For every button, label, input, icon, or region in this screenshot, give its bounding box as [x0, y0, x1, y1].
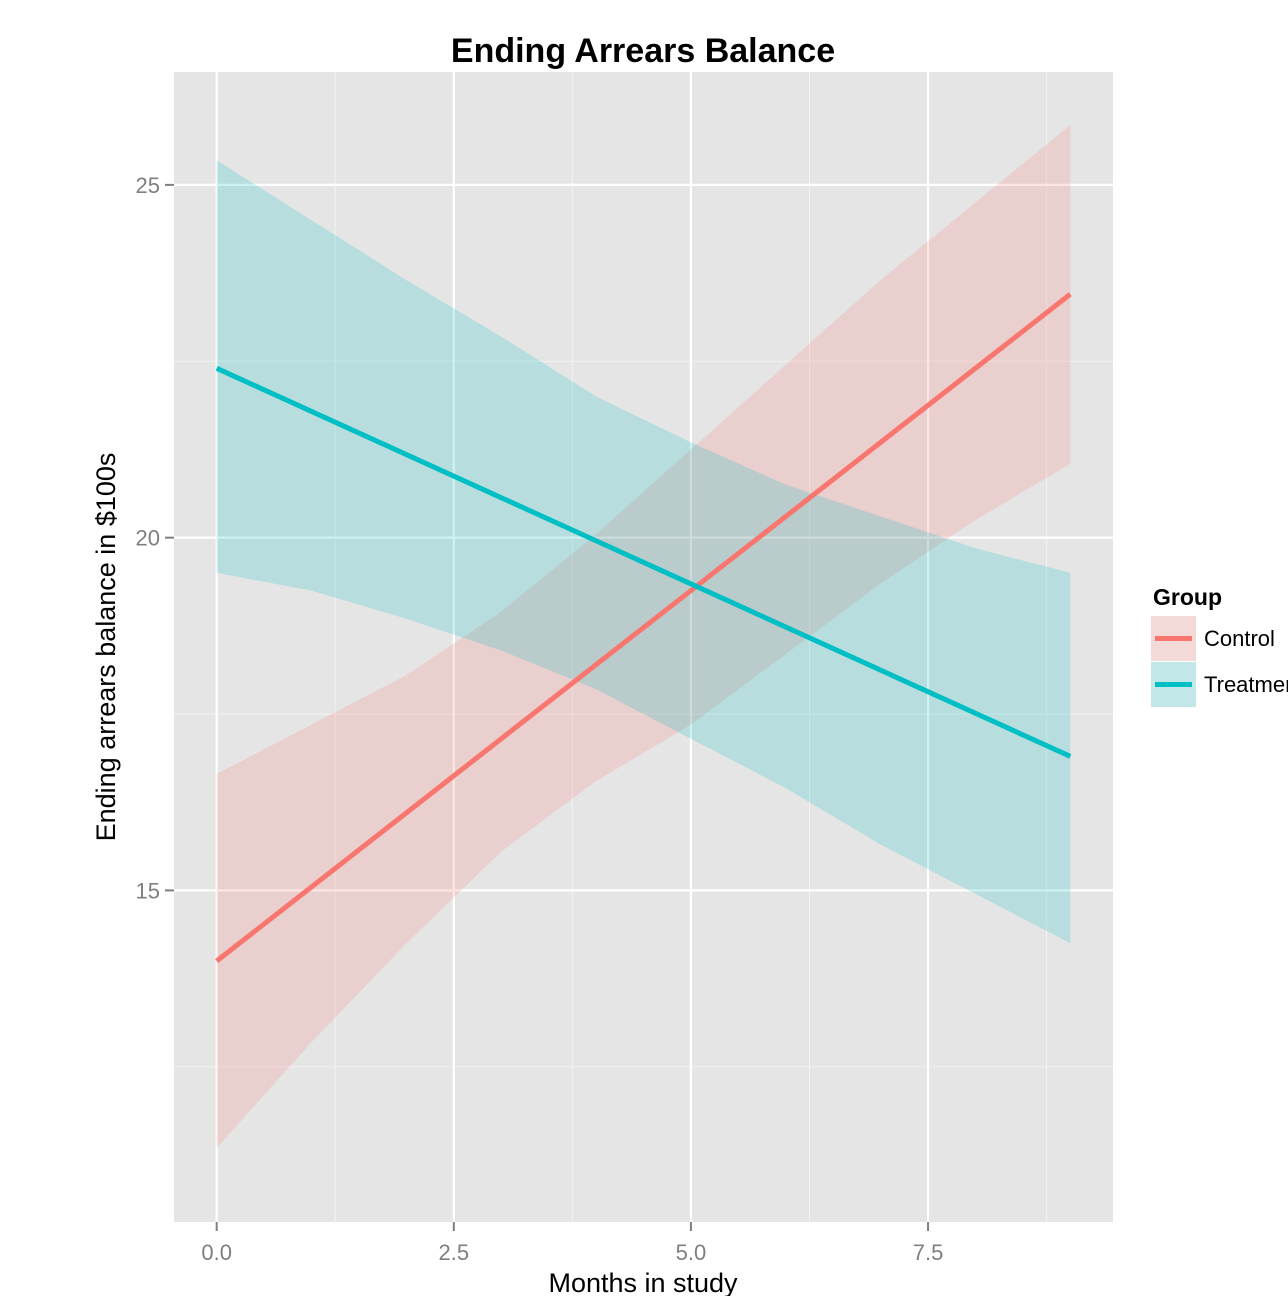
x-tick-label: 0.0 [201, 1240, 232, 1265]
confidence-band-treatment [216, 160, 1071, 944]
legend-title: Group [1153, 584, 1222, 610]
y-tick-label: 20 [136, 526, 160, 551]
x-axis-title: Months in study [548, 1268, 738, 1296]
confidence-band-control [216, 124, 1071, 1148]
series-line-control [215, 292, 1072, 963]
series-line-treatment [215, 366, 1072, 759]
series-lines [215, 292, 1072, 963]
grid-minor [174, 72, 1113, 1222]
legend-label-control: Control [1204, 626, 1275, 651]
legend-label-treatment: Treatment [1204, 672, 1288, 697]
y-tick-label: 25 [136, 173, 160, 198]
confidence-bands [216, 124, 1071, 1148]
x-tick-label: 5.0 [676, 1240, 707, 1265]
chart-title: Ending Arrears Balance [451, 32, 835, 70]
y-tick-label: 15 [136, 878, 160, 903]
y-axis-title: Ending arrears balance in $100s [91, 453, 121, 842]
grid-major [174, 72, 1113, 1222]
x-tick-label: 2.5 [439, 1240, 470, 1265]
x-axis: 0.0 2.5 5.0 7.5 [201, 1222, 943, 1265]
plot-panel [174, 72, 1113, 1222]
legend: Group Control Treatment [1151, 584, 1288, 707]
x-tick-label: 7.5 [913, 1240, 944, 1265]
y-axis: 15 20 25 [136, 173, 174, 903]
